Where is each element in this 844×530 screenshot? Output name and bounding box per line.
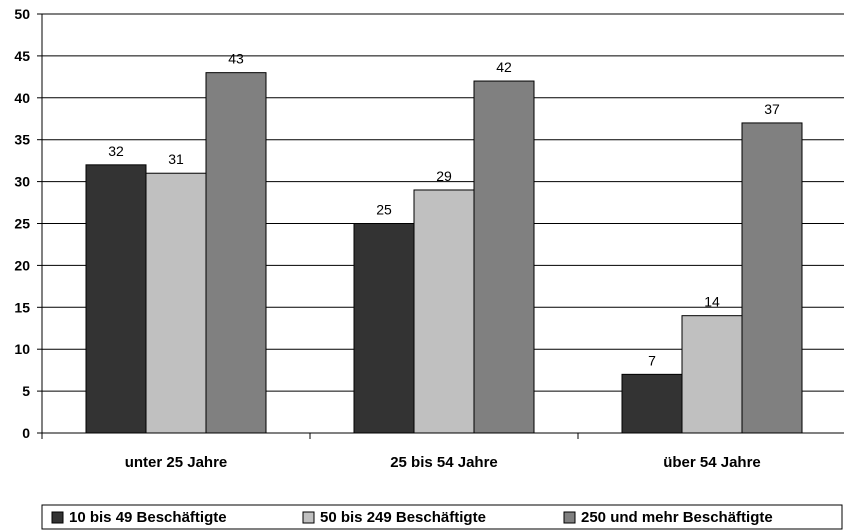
- legend-label: 10 bis 49 Beschäftigte: [69, 509, 227, 526]
- legend-label: 250 und mehr Beschäftigte: [581, 509, 773, 526]
- x-axis-category-labels: unter 25 Jahre 25 bis 54 Jahre über 54 Jah…: [125, 454, 761, 471]
- legend-swatch: [51, 511, 64, 524]
- bar: [621, 373, 683, 434]
- bar: [205, 72, 267, 434]
- data-label: 14: [704, 294, 720, 310]
- legend-swatch: [302, 511, 315, 524]
- x-category-label: 25 bis 54 Jahre: [390, 454, 498, 471]
- bar: [681, 315, 743, 434]
- y-tick-label: 40: [14, 90, 30, 106]
- data-label: 29: [436, 168, 452, 184]
- bars: [85, 72, 803, 434]
- y-tick-label: 35: [14, 132, 30, 148]
- data-label: 25: [376, 202, 392, 218]
- x-category-label: über 54 Jahre: [663, 454, 761, 471]
- data-label: 42: [496, 59, 512, 75]
- y-axis-tick-labels: 0 5 10 15 20 25 30 35 40 45 50: [14, 6, 30, 441]
- data-label: 43: [228, 51, 244, 67]
- bar: [473, 80, 535, 434]
- y-tick-label: 50: [14, 6, 30, 22]
- y-tick-label: 15: [14, 299, 30, 315]
- bar: [85, 164, 147, 434]
- data-label: 37: [764, 101, 780, 117]
- legend-swatch: [563, 511, 576, 524]
- y-tick-label: 25: [14, 216, 30, 232]
- legend: 10 bis 49 Beschäftigte 50 bis 249 Beschäf…: [41, 504, 843, 530]
- data-label: 31: [168, 151, 184, 167]
- y-tick-label: 45: [14, 48, 30, 64]
- legend-label: 50 bis 249 Beschäftigte: [320, 509, 486, 526]
- y-tick-label: 20: [14, 257, 30, 273]
- y-tick-label: 0: [22, 425, 30, 441]
- data-label: 32: [108, 143, 124, 159]
- data-labels: 32 31 43 25 29 42 7 14 37: [108, 51, 780, 369]
- y-tick-label: 5: [22, 383, 30, 399]
- data-label: 7: [648, 352, 656, 368]
- axes: [37, 13, 844, 439]
- bar: [145, 172, 207, 434]
- y-tick-label: 10: [14, 341, 30, 357]
- bar: [353, 223, 415, 434]
- bar: [741, 122, 803, 434]
- x-category-label: unter 25 Jahre: [125, 454, 228, 471]
- legend-box: [41, 504, 843, 530]
- bar: [413, 189, 475, 434]
- y-tick-label: 30: [14, 174, 30, 190]
